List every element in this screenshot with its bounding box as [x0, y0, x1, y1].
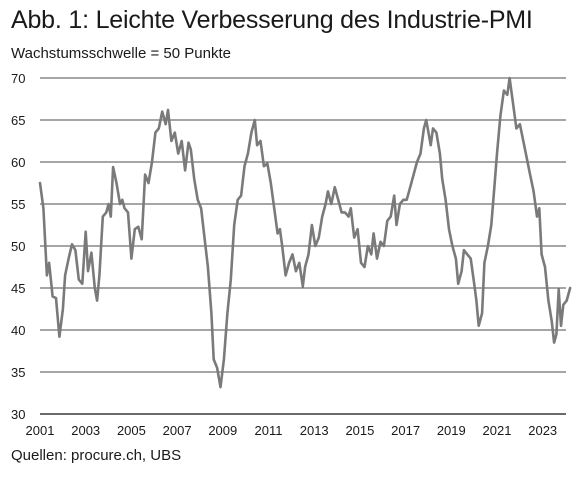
- x-tick-label: 2017: [391, 423, 420, 438]
- y-tick-label: 45: [11, 281, 25, 296]
- y-tick-label: 60: [11, 155, 25, 170]
- x-axis-tick-labels: 2001 2003 2005 2007 2009 2011 2013 2015 2017 2019…: [26, 423, 558, 438]
- y-tick-label: 40: [11, 323, 25, 338]
- chart-subtitle: Wachstumsschwelle = 50 Punkte: [11, 45, 231, 62]
- y-tick-label: 55: [11, 197, 25, 212]
- x-tick-label: 2005: [117, 423, 146, 438]
- chart-title: Abb. 1: Leichte Verbesserung des Industr…: [11, 6, 533, 34]
- y-tick-label: 30: [11, 407, 25, 422]
- x-tick-label: 2023: [528, 423, 557, 438]
- y-tick-label: 50: [11, 239, 25, 254]
- series-line-0: [38, 76, 572, 389]
- x-tick-label: 2009: [208, 423, 237, 438]
- x-tick-label: 2007: [163, 423, 192, 438]
- x-tick-label: 2011: [255, 423, 283, 438]
- x-tick-label: 2019: [437, 423, 466, 438]
- series-layer: [38, 76, 572, 389]
- y-tick-label: 65: [11, 113, 25, 128]
- x-tick-label: 2001: [26, 423, 55, 438]
- source-note: Quellen: procure.ch, UBS: [11, 447, 182, 464]
- x-tick-label: 2013: [300, 423, 329, 438]
- x-tick-label: 2015: [345, 423, 374, 438]
- gridlines: [40, 77, 566, 415]
- x-tick-label: 2003: [71, 423, 100, 438]
- y-tick-label: 35: [11, 365, 25, 380]
- y-tick-label: 70: [11, 71, 25, 86]
- x-tick-label: 2021: [483, 423, 512, 438]
- y-axis-tick-labels: 30 35 40 45 50 55 60 65 70: [11, 71, 25, 422]
